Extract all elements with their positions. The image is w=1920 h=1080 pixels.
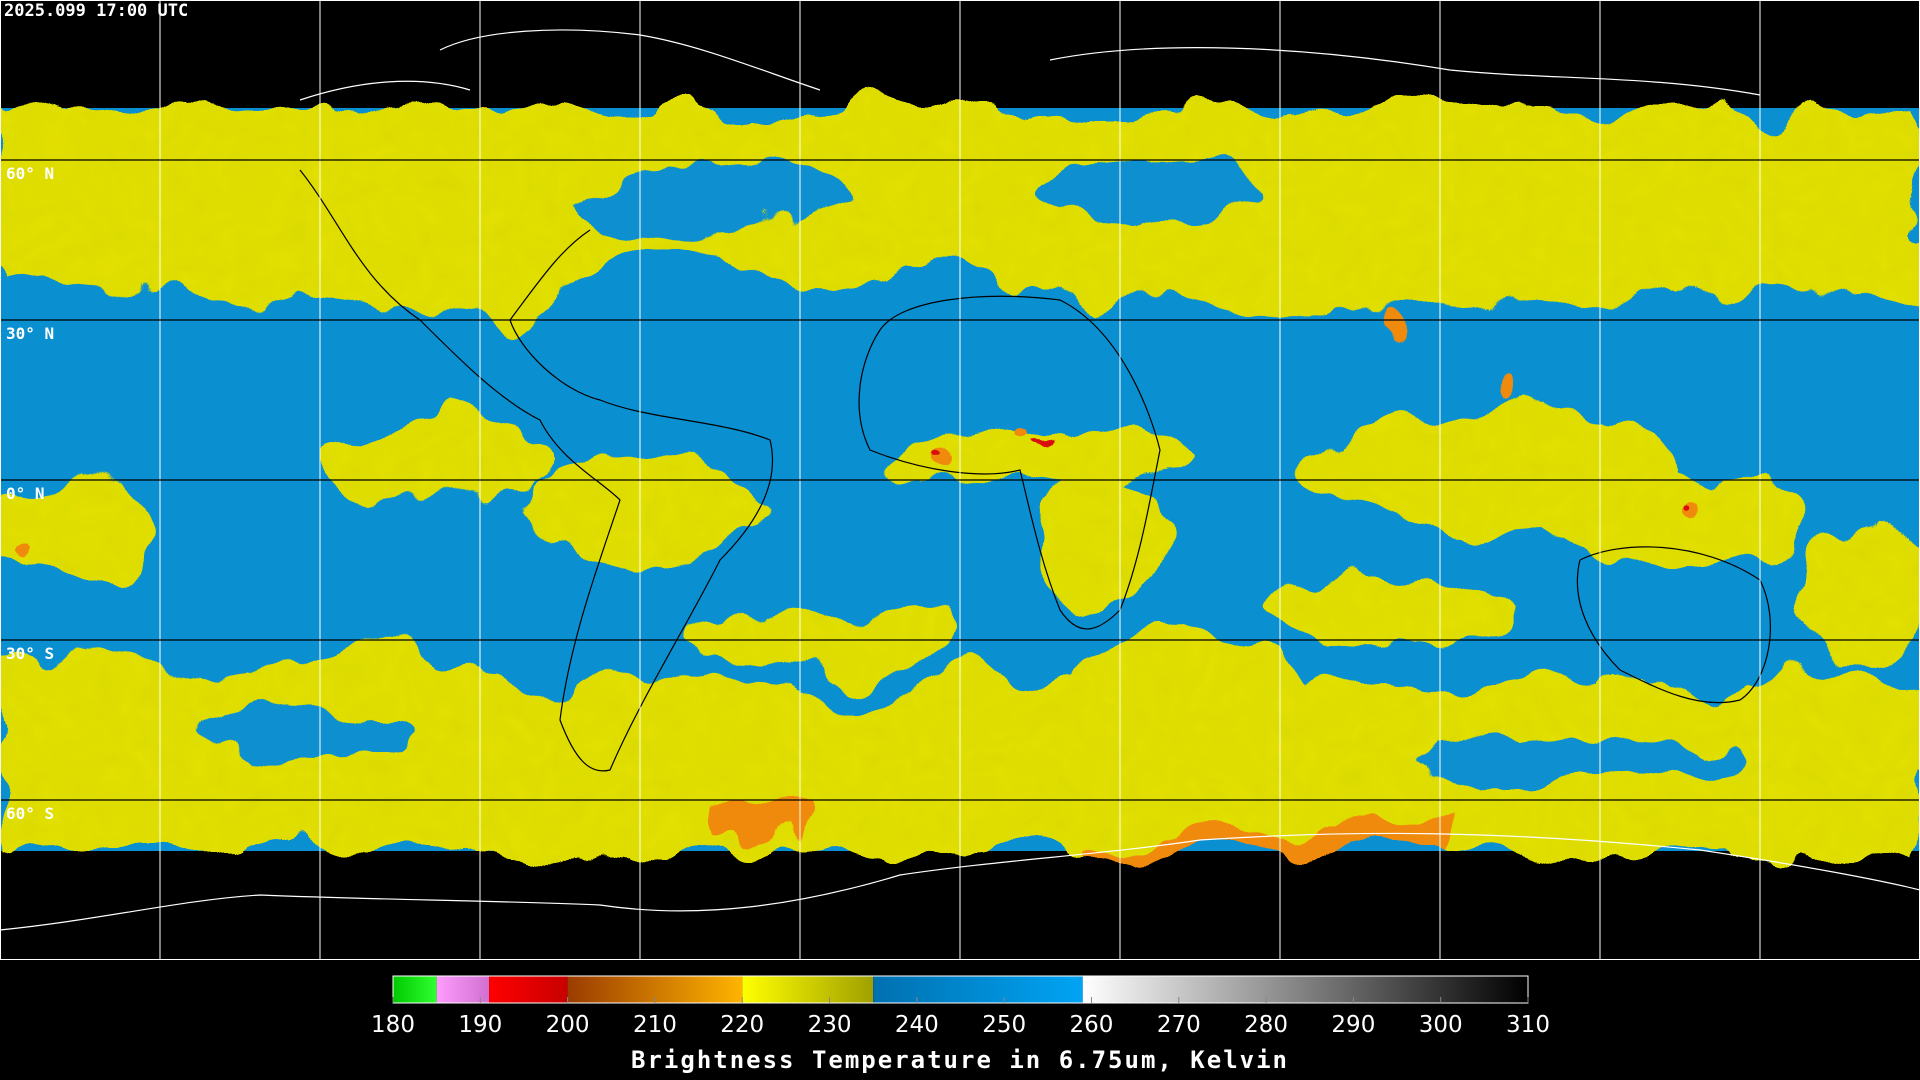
cold-region bbox=[700, 806, 800, 840]
colorbar-tick-label: 270 bbox=[1157, 1012, 1201, 1038]
moist-region bbox=[1040, 480, 1160, 600]
colorbar-title: Brightness Temperature in 6.75um, Kelvin bbox=[631, 1046, 1289, 1074]
dry-tongue bbox=[1030, 160, 1270, 220]
moist-region bbox=[890, 430, 1190, 490]
latitude-label: 60° S bbox=[6, 804, 54, 823]
latitude-label: 0° N bbox=[6, 484, 45, 503]
colorbar-tick-label: 280 bbox=[1244, 1012, 1288, 1038]
latitude-label: 60° N bbox=[6, 164, 54, 183]
colorbar-tick-label: 230 bbox=[808, 1012, 852, 1038]
colorbar-segment bbox=[742, 976, 874, 1003]
cold-region bbox=[1386, 308, 1414, 336]
very-cold-spot bbox=[941, 458, 949, 466]
moist-region bbox=[0, 480, 150, 580]
moist-region bbox=[1790, 530, 1920, 670]
cold-region bbox=[1498, 383, 1522, 407]
colorbar-segment bbox=[393, 976, 437, 1003]
colorbar-tick-label: 210 bbox=[633, 1012, 677, 1038]
colorbar-tick-label: 260 bbox=[1070, 1012, 1114, 1038]
cold-region bbox=[1690, 495, 1710, 515]
colorbar-segment bbox=[436, 976, 490, 1003]
moist-region bbox=[330, 420, 550, 500]
cold-region bbox=[10, 545, 30, 565]
colorbar: 180 190 200 210 220 230 240 250 260 270 280 290 300 3… bbox=[371, 975, 1550, 1038]
coastline bbox=[1576, 546, 1771, 704]
coastline bbox=[0, 832, 1920, 931]
colorbar-segment bbox=[1082, 976, 1528, 1003]
colorbar-tick-label: 200 bbox=[546, 1012, 590, 1038]
colorbar-tick-label: 240 bbox=[895, 1012, 939, 1038]
colorbar-tick-label: 180 bbox=[371, 1012, 415, 1038]
colorbar-tick-label: 290 bbox=[1331, 1012, 1375, 1038]
very-cold-spot bbox=[1691, 501, 1699, 509]
coastline bbox=[299, 169, 774, 772]
colorbar-tick-label: 310 bbox=[1506, 1012, 1550, 1038]
moist-region bbox=[1550, 480, 1810, 560]
dry-tongue bbox=[580, 165, 860, 235]
dry-tongue bbox=[190, 700, 410, 760]
colorbar-tick-label: 300 bbox=[1419, 1012, 1463, 1038]
very-cold-spot bbox=[1046, 436, 1054, 444]
coastline bbox=[858, 295, 1161, 630]
dry-tongue bbox=[1420, 732, 1740, 788]
moist-region bbox=[1060, 640, 1300, 720]
colorbar-segment bbox=[873, 976, 1083, 1003]
latitude-label: 30° S bbox=[6, 644, 54, 663]
colorbar-tick-label: 190 bbox=[458, 1012, 502, 1038]
colorbar-segment bbox=[489, 976, 568, 1003]
timestamp: 2025.099 17:00 UTC bbox=[4, 1, 188, 21]
colorbar-tick-label: 250 bbox=[982, 1012, 1026, 1038]
cold-region bbox=[1021, 421, 1039, 439]
latitude-label: 30° N bbox=[6, 324, 54, 343]
colorbar-tick-label: 220 bbox=[720, 1012, 764, 1038]
colorbar-frame bbox=[392, 975, 1529, 1004]
coastlines bbox=[299, 169, 1771, 772]
moist-region bbox=[1250, 580, 1510, 640]
